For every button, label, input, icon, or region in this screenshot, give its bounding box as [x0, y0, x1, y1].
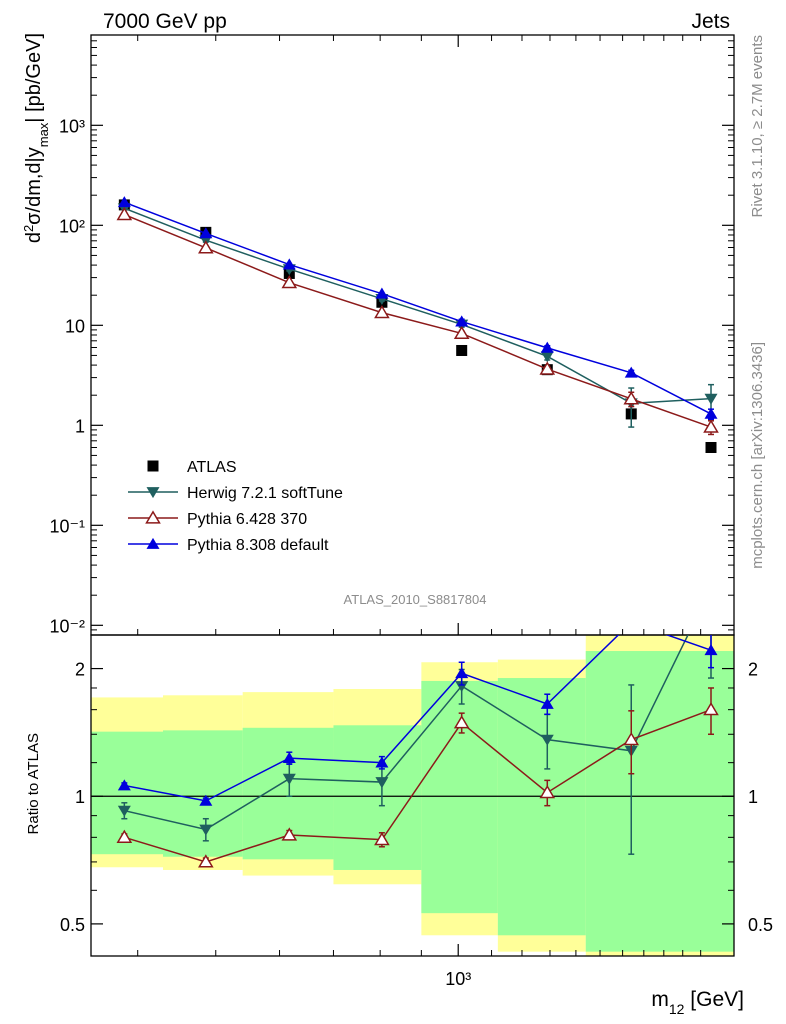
main-point	[540, 341, 554, 353]
ratio-series-line	[124, 635, 712, 802]
main-point	[453, 325, 470, 340]
legend-item: Pythia 8.308 default	[128, 537, 329, 554]
ratio-y-tick-label: 1	[75, 787, 85, 807]
main-series-3	[117, 196, 718, 420]
main-point	[199, 227, 213, 239]
ratio-point	[116, 829, 133, 843]
band-1sigma	[163, 730, 243, 857]
main-point	[623, 391, 640, 405]
main-point	[282, 258, 296, 270]
y-tick-label: 10	[65, 316, 85, 336]
legend-marker	[146, 537, 160, 549]
ratio-series-2	[117, 616, 718, 806]
main-point	[455, 315, 469, 327]
legend: ATLAS Herwig 7.2.1 softTune Pythia 6.428 3…	[128, 459, 343, 554]
legend-label: Pythia 6.428 370	[187, 511, 307, 528]
ratio-y-tick-label: 0.5	[60, 915, 85, 935]
legend-marker	[145, 510, 161, 524]
ratio-point	[282, 773, 296, 785]
main-point	[624, 366, 638, 378]
ratio-point	[703, 702, 719, 716]
title-left: 7000 GeV pp	[103, 10, 227, 33]
ratio-y-axis-label: Ratio to ATLAS	[25, 733, 42, 834]
legend-item: Herwig 7.2.1 softTune	[128, 485, 343, 502]
analysis-label: ATLAS_2010_S8817804	[344, 592, 487, 607]
main-point	[703, 419, 719, 433]
main-point	[374, 304, 390, 319]
ratio-y-tick-label-right: 2	[748, 660, 758, 680]
x-axis-label: m12 [GeV]	[651, 988, 744, 1017]
ratio-point	[540, 734, 554, 746]
main-point	[116, 206, 133, 221]
ratio-point	[455, 681, 469, 693]
main-point	[540, 351, 554, 363]
band-1sigma	[585, 651, 734, 952]
ratio-point	[281, 827, 298, 841]
y-tick-label: 10⁻²	[49, 616, 85, 636]
ratio-point	[455, 667, 469, 679]
x-tick-label: 10³	[445, 969, 471, 989]
ratio-point	[704, 644, 718, 656]
source-label: mcplots.cern.ch [arXiv:1306.3436]	[749, 342, 766, 569]
ratio-series-1	[116, 687, 719, 868]
y-tick-label: 1	[75, 416, 85, 436]
legend-label: ATLAS	[187, 459, 237, 476]
ratio-point	[117, 779, 131, 791]
ratio-point	[199, 824, 213, 836]
ratio-y-tick-label-right: 0.5	[748, 915, 773, 935]
ratio-y-tick-label: 2	[75, 660, 85, 680]
ratio-point	[282, 751, 296, 763]
legend-item: ATLAS	[147, 459, 237, 476]
legend-marker	[147, 460, 159, 472]
y-tick-label: 10³	[59, 116, 85, 136]
ratio-point	[198, 854, 214, 868]
ratio-point	[199, 794, 213, 806]
band-1sigma	[421, 680, 498, 914]
main-point	[704, 393, 718, 405]
main-point	[704, 407, 718, 419]
main-series-line	[124, 207, 712, 405]
legend-label: Herwig 7.2.1 softTune	[187, 485, 343, 502]
ratio-point	[374, 831, 390, 846]
legend-item: Pythia 6.428 370	[128, 510, 307, 528]
ratio-plot-frame	[90, 634, 735, 957]
main-point	[539, 361, 556, 375]
ratio-series-line	[124, 708, 712, 863]
main-series-line	[124, 213, 712, 428]
rivet-version-label: Rivet 3.1.10, ≥ 2.7M events	[749, 35, 766, 218]
ratio-point	[540, 697, 554, 709]
legend-marker	[146, 487, 160, 499]
y-tick-label: 10²	[59, 216, 85, 236]
main-point	[375, 287, 389, 299]
ratio-point	[375, 777, 389, 789]
axis-ticks	[91, 34, 734, 956]
main-point	[281, 275, 298, 289]
main-point	[705, 441, 717, 453]
main-point	[117, 196, 131, 208]
data-series	[116, 196, 719, 868]
band-1sigma	[333, 725, 422, 870]
main-series-line	[124, 201, 712, 415]
ratio-point	[453, 715, 470, 729]
ratio-point	[375, 756, 389, 768]
ratio-point	[539, 784, 556, 799]
ratio-point	[705, 583, 718, 594]
main-point	[456, 344, 468, 356]
main-y-axis-label: d2σ/dm,d|ymax| [pb/GeV]	[21, 33, 51, 243]
main-series-2	[116, 206, 719, 436]
title-right: Jets	[691, 10, 730, 33]
y-tick-label: 10⁻¹	[49, 516, 85, 536]
main-point	[198, 240, 214, 254]
ratio-point	[117, 805, 131, 817]
legend-label: Pythia 8.308 default	[187, 537, 329, 554]
ratio-y-tick-label-right: 1	[748, 787, 758, 807]
axis-tick-labels: 10⁻² 10⁻¹ 1 10 10² 10³ 10³ 0.5 0.5 1 1 2 2	[49, 116, 773, 989]
band-1sigma	[497, 678, 586, 936]
ratio-point	[623, 731, 640, 746]
ratio-point	[625, 616, 638, 627]
